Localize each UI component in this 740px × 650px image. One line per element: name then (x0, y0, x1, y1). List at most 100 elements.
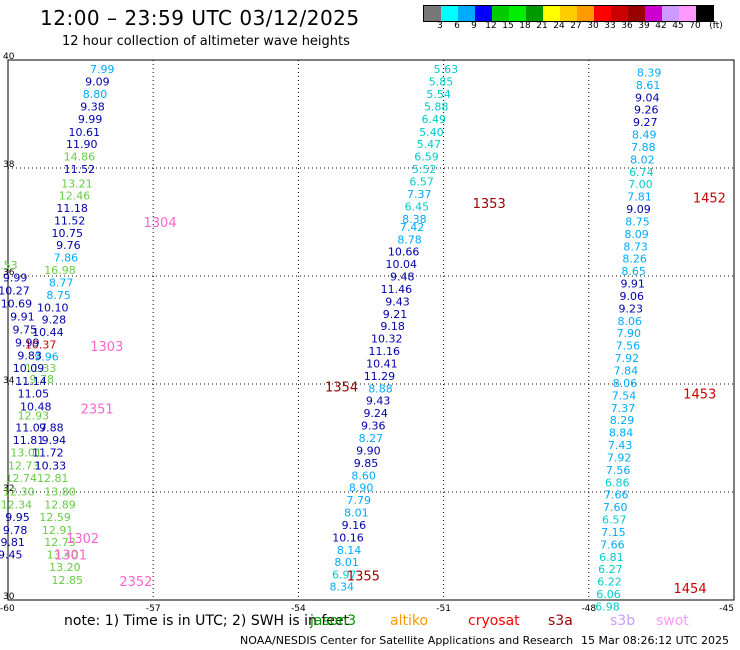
wave-height-value: 7.84 (614, 365, 639, 378)
wave-height-value: 13.40 (47, 549, 79, 562)
wave-height-value: 5.47 (417, 138, 442, 151)
color-scale-legend (423, 5, 714, 22)
map-subtitle: 12 hour collection of altimeter wave hei… (62, 34, 350, 49)
legend-swatch (543, 6, 560, 21)
legend-label: 33 (604, 21, 616, 31)
legend-swatch (492, 6, 509, 21)
wave-height-value: 8.01 (344, 507, 369, 520)
wave-height-value: 10.27 (0, 285, 30, 298)
satellite-jason3: jason3 (310, 613, 357, 629)
wave-height-value: 11.72 (32, 447, 64, 460)
wave-height-value: 13.21 (61, 178, 93, 191)
legend-label: 70 (689, 21, 701, 31)
wave-height-value: 8.14 (337, 544, 362, 557)
wave-height-value: 9.27 (633, 116, 658, 129)
wave-height-value: 10.32 (371, 333, 403, 346)
wave-height-value: 9.76 (56, 239, 81, 252)
map-title: 12:00 – 23:59 UTC 03/12/2025 (40, 6, 360, 30)
wave-height-value: 7.00 (628, 178, 653, 191)
legend-label: 12 (485, 21, 497, 31)
wave-height-value: 11.46 (381, 283, 413, 296)
wave-height-value: 8.75 (46, 289, 71, 302)
wave-height-value: 9.78 (3, 524, 28, 537)
wave-height-value: 12.85 (52, 574, 84, 587)
legend-swatch (458, 6, 475, 21)
credit-line: NOAA/NESDIS Center for Satellite Applica… (240, 634, 574, 647)
legend-label: 27 (570, 21, 582, 31)
wave-height-value: 9.36 (361, 420, 386, 433)
wave-height-value: 8.09 (624, 228, 649, 241)
map-frame (7, 59, 735, 601)
wave-height-value: 6.86 (605, 476, 630, 489)
wave-height-value: 8.73 (623, 240, 648, 253)
wave-height-value: 12.81 (37, 472, 69, 485)
track-id-label: 1303 (90, 340, 123, 355)
wave-height-value: 10.04 (385, 258, 417, 271)
wave-height-value: 9.24 (363, 407, 388, 420)
wave-height-value: 9.81 (0, 536, 25, 549)
wave-height-value: 9.90 (356, 444, 381, 457)
wave-height-value: 11.14 (15, 375, 47, 388)
wave-height-value: 9.78 (29, 373, 54, 386)
track-id-label: 1354 (325, 381, 358, 396)
legend-swatch (645, 6, 662, 21)
wave-height-value: 8.61 (636, 79, 661, 92)
wave-height-value: 9.21 (383, 308, 408, 321)
legend-swatch (509, 6, 526, 21)
y-tick-label: 36 (3, 268, 15, 278)
wave-height-value: 9.99 (78, 113, 103, 126)
wave-height-value: 14.86 (64, 151, 96, 164)
legend-swatch (696, 6, 713, 21)
wave-height-value: 8.27 (359, 432, 384, 445)
legend-label: 6 (454, 21, 460, 31)
track-id-label: 1452 (693, 192, 726, 207)
wave-height-value: 5.63 (434, 63, 459, 76)
wave-height-readings: 7.999.098.809.389.9910.6111.9014.8611.52… (0, 63, 661, 613)
wave-height-value: 6.57 (602, 514, 627, 527)
wave-height-value: 9.18 (380, 320, 405, 333)
wave-height-value: 12.46 (59, 190, 91, 203)
legend-swatch (441, 6, 458, 21)
wave-height-value: 6.97 (332, 569, 357, 582)
wave-height-value: 12.73 (44, 536, 76, 549)
wave-height-value: 7.42 (400, 221, 425, 234)
legend-swatch (679, 6, 696, 21)
track-id-label: 1301 (54, 549, 87, 564)
wave-height-value: 6.27 (598, 563, 623, 576)
wave-height-value: 9.96 (34, 350, 59, 363)
legend-swatch (560, 6, 577, 21)
wave-height-value: 7.43 (608, 439, 633, 452)
wave-height-value: 13.01 (10, 447, 42, 460)
y-tick-label: 30 (3, 592, 15, 602)
wave-height-value: 10.69 (1, 298, 33, 311)
wave-height-value: 8.38 (402, 213, 427, 226)
wave-height-value: 8.29 (610, 414, 635, 427)
wave-height-value: 7.88 (631, 141, 656, 154)
wave-height-value: 12.93 (18, 409, 50, 422)
lat-lon-grid (7, 59, 735, 601)
track-id-label: 1454 (674, 582, 707, 597)
wave-height-value: 9.88 (39, 422, 64, 435)
wave-height-value: 6.06 (596, 588, 621, 601)
wave-height-value: 8.77 (49, 276, 74, 289)
wave-height-value: 8.78 (397, 233, 422, 246)
wave-height-value: 10.37 (25, 339, 57, 352)
wave-height-value: 8.26 (622, 253, 647, 266)
wave-height-value: 8.49 (632, 129, 657, 142)
wave-height-value: 10.61 (68, 126, 100, 139)
wave-height-value: 13.20 (49, 561, 81, 574)
wave-height-value: 10.09 (13, 362, 45, 375)
track-labels: 1304 1303 2351 1302 1301 2352 1353 1354 1355 1452… (54, 192, 726, 597)
wave-height-value: 7.92 (615, 352, 640, 365)
legend-label: 45 (672, 21, 684, 31)
wave-height-value: 9.43 (385, 295, 410, 308)
wave-height-value: 9.09 (626, 203, 651, 216)
wave-height-value: 7.56 (616, 340, 641, 353)
wave-height-value: 11.33 (25, 362, 57, 375)
wave-height-value: 10.75 (52, 227, 84, 240)
legend-label: 36 (621, 21, 633, 31)
wave-height-value: 7.60 (603, 501, 628, 514)
wave-height-value: 6.22 (597, 576, 622, 589)
wave-height-value: 8.39 (637, 66, 662, 79)
